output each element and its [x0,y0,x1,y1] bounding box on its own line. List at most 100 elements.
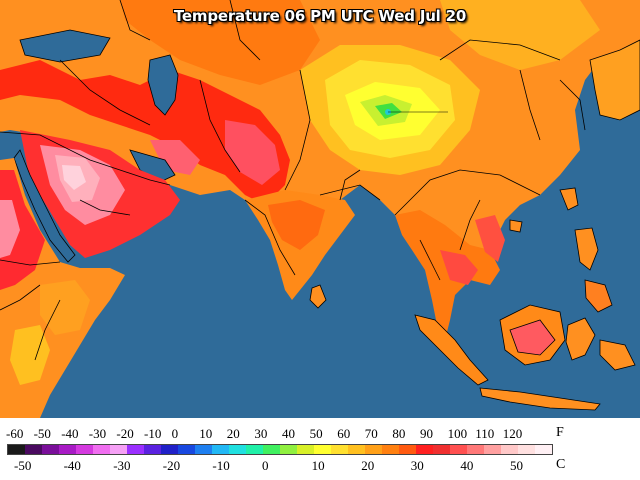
color-swatch [93,445,110,454]
color-swatch [144,445,161,454]
color-swatch [433,445,450,454]
celsius-tick-label: 40 [460,458,474,473]
color-swatch [42,445,59,454]
color-swatch [161,445,178,454]
central-asia [120,0,320,85]
color-swatch [331,445,348,454]
taiwan [559,187,579,211]
map-canvas [0,0,640,418]
color-swatch [59,445,76,454]
mindanao [584,279,613,313]
fahrenheit-tick-label: 110 [475,426,495,441]
map-title: Temperature 06 PM UTC Wed Jul 20 [173,7,467,25]
red-sea [13,149,76,263]
celsius-tick-label: -20 [162,458,181,473]
hot-core-iran [150,140,200,175]
color-swatch [484,445,501,454]
temperature-legend: -60 -50 -40 -30 -20 -10 0 10 20 30 40 50 60 70 80 90 100… [0,418,640,480]
celsius-tick-label: -50 [14,458,32,473]
color-swatch [518,445,535,454]
color-swatch [365,445,382,454]
color-swatch [297,445,314,454]
celsius-tick-label: 50 [510,458,523,473]
landmass-asia [0,0,640,275]
vietnam-hot [475,215,505,262]
fahrenheit-tick-label: 0 [171,426,179,441]
fahrenheit-tick-label: -60 [6,426,24,441]
color-swatch [535,445,552,454]
japan-korea [589,39,640,121]
landmass-india [245,190,355,309]
color-swatch [450,445,467,454]
fahrenheit-tick-label: 120 [502,426,523,441]
caspian-sea [147,54,179,116]
islands [414,187,636,411]
color-swatch [382,445,399,454]
color-swatch [280,445,297,454]
black-sea [19,29,111,63]
borneo-hot [509,319,556,356]
fahrenheit-tick-label: -20 [116,426,134,441]
country-borders [0,0,586,361]
color-swatch [416,445,433,454]
celsius-unit: C [556,457,566,472]
color-swatch [348,445,365,454]
hot-core-pakistan [225,120,280,185]
fahrenheit-tick-label: 80 [392,426,406,441]
celsius-tick-label: 30 [410,458,424,473]
color-swatch [178,445,195,454]
fahrenheit-tick-label: 50 [309,426,323,441]
luzon [574,227,599,271]
fahrenheit-tick-label: 70 [364,426,378,441]
fahrenheit-tick-label: 20 [226,426,240,441]
celsius-tick-label: 10 [311,458,325,473]
color-swatch [195,445,212,454]
landmass-africa [0,158,125,418]
fahrenheit-tick-label: 100 [447,426,468,441]
fahrenheit-tick-label: 40 [282,426,295,441]
fahrenheit-tick-label: 90 [420,426,433,441]
color-swatch [127,445,144,454]
color-swatch [246,445,263,454]
color-swatch [229,445,246,454]
arabia-hottest [62,165,86,190]
hot-belt [0,60,290,205]
fahrenheit-tick-label: -50 [33,426,51,441]
sulawesi [565,317,596,361]
ethiopia [40,280,90,335]
color-scale-bar [7,444,553,455]
color-swatch [399,445,416,454]
fahrenheit-tick-label: 30 [254,426,268,441]
celsius-tick-label: 0 [262,458,269,473]
celsius-tick-label: -40 [63,458,81,473]
color-swatch [314,445,331,454]
java [479,387,601,411]
celsius-tick-label: 20 [361,458,375,473]
color-swatch [212,445,229,454]
moluccas [599,339,636,371]
fahrenheit-tick-label: -10 [144,426,162,441]
sri-lanka [309,284,327,309]
fahrenheit-unit: F [556,425,564,440]
fahrenheit-tick-label: -40 [61,426,79,441]
celsius-tick-label: -10 [212,458,230,473]
sudan-hotter [0,200,20,258]
color-swatch [110,445,127,454]
color-swatch [8,445,25,454]
persian-gulf [129,149,176,183]
kenya-highland [10,325,50,385]
color-swatch [501,445,518,454]
thailand-hot [440,250,478,285]
color-swatch [467,445,484,454]
color-swatch [25,445,42,454]
north-mild [440,0,600,70]
fahrenheit-tick-label: -30 [88,426,107,441]
fahrenheit-tick-label: 10 [199,426,213,441]
celsius-tick-label: -30 [113,458,131,473]
sumatra [414,314,489,386]
color-swatch [76,445,93,454]
hainan [509,219,523,233]
color-swatch [263,445,280,454]
fahrenheit-tick-label: 60 [337,426,351,441]
india-interior [268,200,325,250]
